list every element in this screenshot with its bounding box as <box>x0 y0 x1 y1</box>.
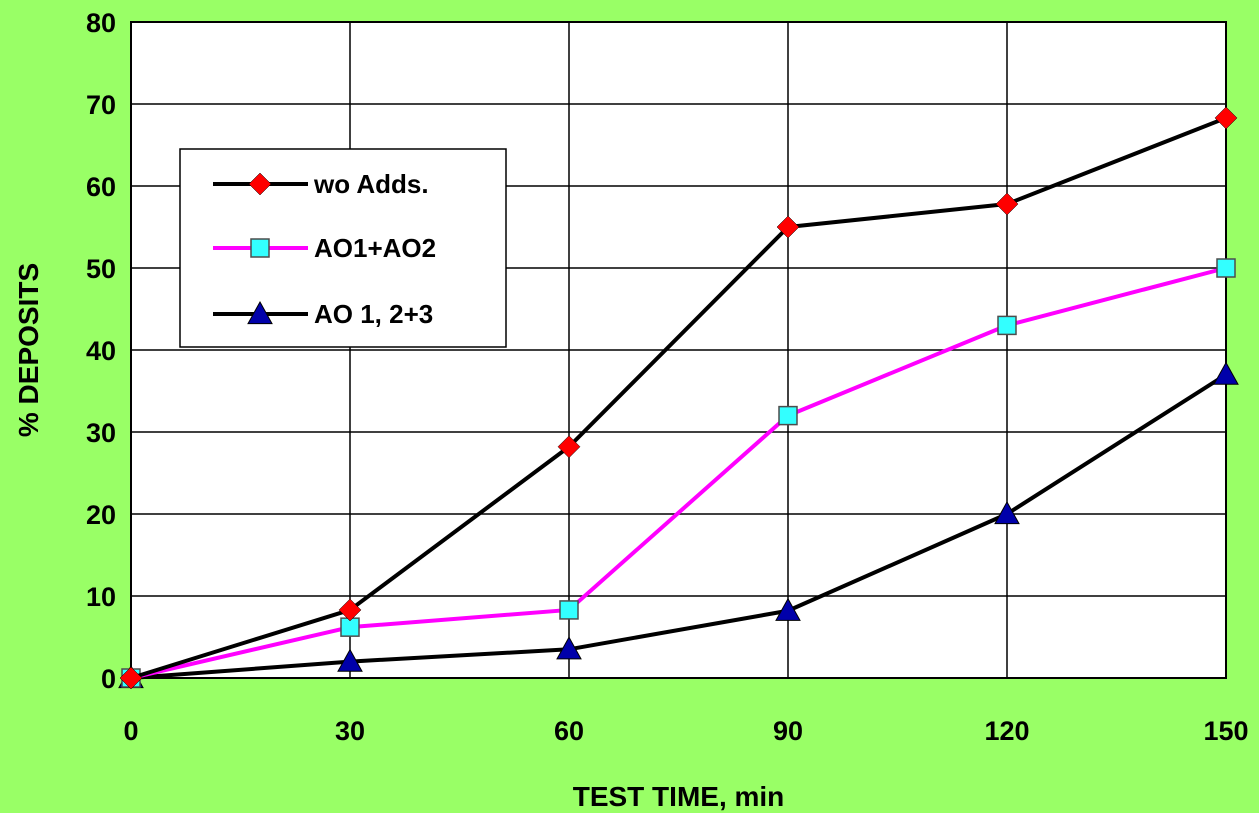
y-tick-label: 50 <box>86 254 116 284</box>
data-point <box>995 192 1019 216</box>
y-tick-label: 20 <box>86 500 116 530</box>
legend-marker <box>250 238 270 258</box>
legend-marker <box>248 172 272 196</box>
series-line <box>130 372 1228 680</box>
legend-item: wo Adds. <box>213 169 429 199</box>
data-point <box>337 648 363 672</box>
y-tick-label: 60 <box>86 172 116 202</box>
x-tick-label: 150 <box>1203 716 1248 746</box>
series-line <box>130 266 1227 680</box>
plot-border <box>130 21 1227 679</box>
x-axis-title: TEST TIME, min <box>573 781 785 812</box>
data-point <box>338 598 362 622</box>
x-tick-label: 30 <box>335 716 365 746</box>
legend-label: AO1+AO2 <box>314 233 436 263</box>
x-tick-label: 120 <box>984 716 1029 746</box>
x-tick-label: 60 <box>554 716 584 746</box>
y-tick-label: 70 <box>86 90 116 120</box>
data-point <box>1216 258 1236 278</box>
data-point <box>997 315 1017 336</box>
data-point <box>994 500 1020 525</box>
data-point <box>119 666 143 690</box>
data-point <box>775 597 801 621</box>
data-point <box>1213 361 1239 385</box>
y-axis-title: % DEPOSITS <box>13 263 44 437</box>
y-tick-labels: 0 10 20 30 40 50 60 70 80 <box>86 8 116 694</box>
data-point <box>1214 106 1238 130</box>
y-tick-label: 0 <box>101 664 116 694</box>
legend-label: AO 1, 2+3 <box>314 299 433 329</box>
y-tick-label: 40 <box>86 336 116 366</box>
data-point <box>778 405 798 426</box>
legend-label: wo Adds. <box>313 169 429 199</box>
data-point <box>776 215 800 239</box>
data-point <box>559 600 579 620</box>
legend-marker <box>247 300 273 325</box>
x-tick-labels: 0 30 60 90 120 150 <box>123 716 1248 746</box>
y-tick-label: 10 <box>86 582 116 612</box>
series-0 <box>119 106 1238 690</box>
legend: wo Adds. AO1+AO2 AO 1, 2+3 <box>179 148 507 348</box>
y-tick-label: 80 <box>86 8 116 38</box>
series-line <box>130 116 1227 680</box>
y-tick-label: 30 <box>86 418 116 448</box>
x-tick-label: 90 <box>773 716 803 746</box>
series-lines <box>118 106 1239 690</box>
data-point <box>557 435 581 459</box>
data-point <box>556 636 582 660</box>
x-tick-label: 0 <box>123 716 138 746</box>
legend-item: AO 1, 2+3 <box>213 299 433 329</box>
legend-item: AO1+AO2 <box>213 233 436 263</box>
series-1 <box>121 258 1236 688</box>
